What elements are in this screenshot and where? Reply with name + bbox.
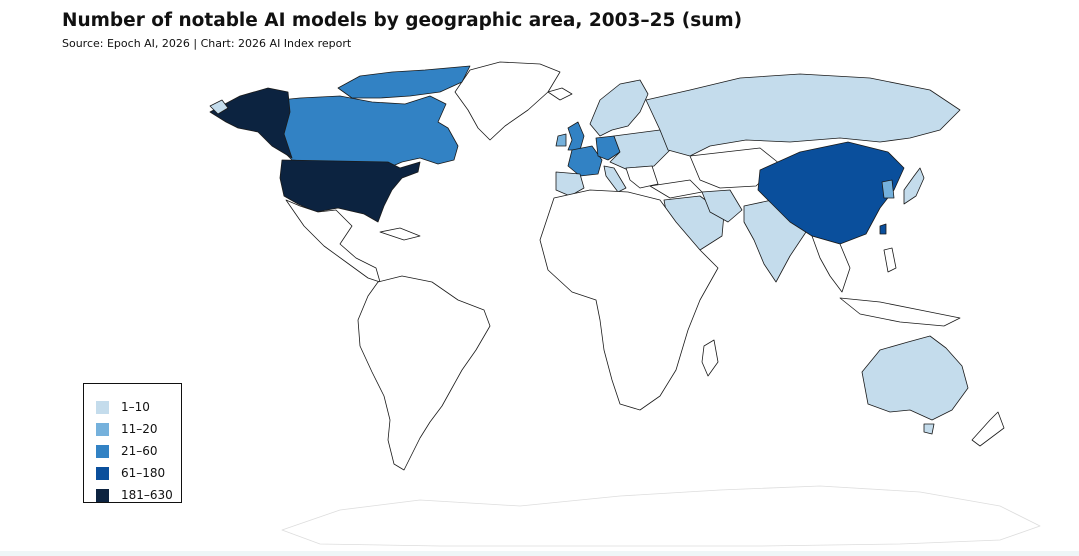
chart-source: Source: Epoch AI, 2026 | Chart: 2026 AI …	[62, 37, 352, 50]
madagascar	[701, 339, 719, 377]
legend-swatch	[96, 422, 109, 436]
philippines	[883, 247, 897, 273]
korea	[881, 179, 895, 199]
alaska-peninsula	[209, 99, 229, 115]
southeast-asia	[811, 235, 851, 293]
alaska	[209, 87, 293, 159]
indonesia	[839, 297, 961, 327]
legend-label: 1–10	[121, 400, 150, 414]
south-america	[357, 275, 491, 471]
legend-item: 1–10	[96, 396, 181, 418]
greenland	[454, 61, 561, 141]
tasmania	[923, 423, 935, 435]
legend-item: 61–180	[96, 462, 181, 484]
japan	[903, 167, 925, 205]
africa	[539, 189, 719, 411]
united-states	[279, 159, 421, 223]
new-zealand	[971, 411, 1005, 447]
chart-title: Number of notable AI models by geographi…	[62, 10, 743, 31]
legend-swatch	[96, 444, 109, 458]
balkans	[625, 165, 659, 189]
antarctica	[281, 485, 1041, 547]
united-kingdom	[567, 121, 585, 151]
legend-item: 181–630	[96, 484, 181, 506]
ireland	[555, 133, 567, 147]
australia	[861, 335, 969, 421]
legend: 1–10 11–20 21–60 61–180 181–630	[83, 383, 182, 503]
mexico	[285, 199, 381, 283]
central-europe	[609, 129, 671, 171]
iceland	[547, 87, 573, 101]
legend-item: 11–20	[96, 418, 181, 440]
legend-swatch	[96, 488, 109, 502]
legend-swatch	[96, 400, 109, 414]
china	[757, 141, 905, 245]
legend-label: 21–60	[121, 444, 158, 458]
legend-label: 61–180	[121, 466, 166, 480]
legend-label: 181–630	[121, 488, 173, 502]
legend-label: 11–20	[121, 422, 158, 436]
germany	[595, 135, 621, 161]
taiwan	[879, 223, 887, 235]
iran	[701, 189, 743, 223]
legend-item: 21–60	[96, 440, 181, 462]
france	[567, 145, 603, 177]
scandinavia	[589, 79, 649, 137]
legend-swatch	[96, 466, 109, 480]
russia	[645, 73, 961, 157]
iberia	[555, 171, 585, 197]
central-asia	[689, 147, 781, 189]
footer-strip	[0, 551, 1079, 556]
italy	[603, 165, 627, 193]
cuba	[379, 227, 421, 241]
canada	[279, 95, 459, 169]
canada-islands	[337, 65, 471, 99]
